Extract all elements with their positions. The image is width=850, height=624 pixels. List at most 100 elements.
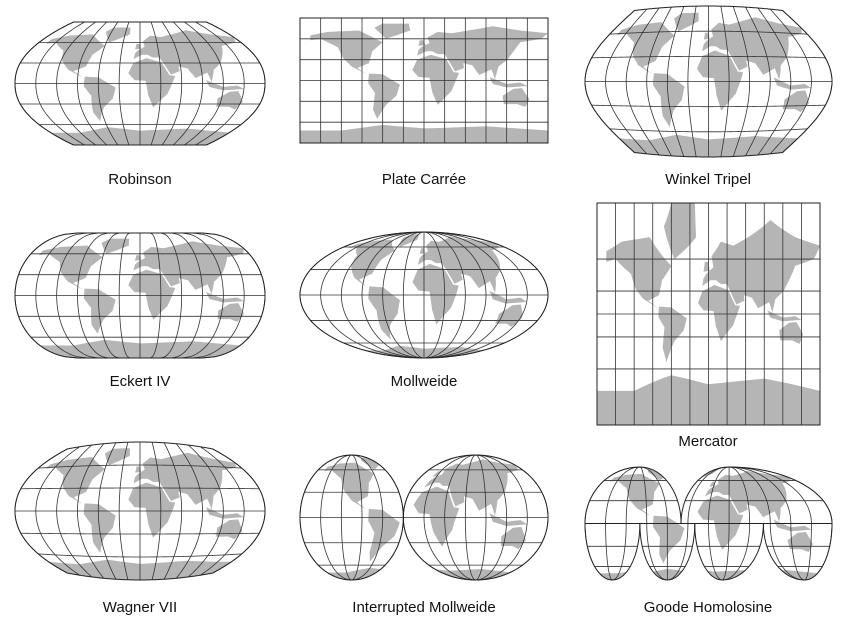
landmass (310, 30, 383, 75)
map-outline (639, 523, 696, 581)
landmass (787, 532, 813, 553)
panel-label: Winkel Tripel (665, 171, 751, 188)
panel-label: Mercator (678, 433, 737, 450)
map-panel (584, 466, 833, 581)
landmass (606, 237, 672, 308)
landmass (205, 80, 244, 91)
landmass (674, 482, 685, 487)
landmass (697, 523, 744, 550)
map-outline (402, 454, 549, 581)
landmass (205, 292, 244, 303)
landmass (101, 238, 130, 254)
landmass (773, 77, 811, 90)
map-panel (584, 5, 833, 158)
lobe (45, 448, 244, 580)
landmass (133, 452, 236, 510)
meridian (729, 466, 751, 524)
landmass (38, 245, 103, 290)
landmass (705, 470, 792, 522)
map-outline (14, 232, 266, 359)
panel-label: Mollweide (391, 373, 458, 390)
meridian (722, 523, 730, 581)
meridian (729, 466, 812, 524)
parallel (38, 553, 242, 558)
landmass (652, 523, 685, 564)
panel-label: Goode Homolosine (644, 599, 772, 616)
meridian (687, 466, 730, 524)
lobe (347, 234, 527, 358)
meridian (639, 466, 648, 524)
landmass (658, 306, 687, 363)
panel-label: Wagner VII (103, 599, 177, 616)
landmass (609, 473, 660, 517)
landmass (217, 303, 244, 322)
map-panel (596, 202, 821, 426)
lobe (38, 238, 244, 358)
meridian (729, 466, 771, 524)
meridian (804, 523, 812, 581)
landmass (702, 220, 820, 313)
parallel (38, 464, 242, 469)
landmass (347, 239, 395, 288)
meridian (769, 523, 805, 581)
panel-label: Plate Carrée (382, 171, 466, 188)
panel-label: Interrupted Mollweide (352, 599, 495, 616)
panel-label: Robinson (108, 171, 171, 188)
landmass (502, 88, 530, 107)
meridian (708, 523, 723, 581)
meridian (722, 523, 751, 581)
meridian (729, 466, 792, 524)
landmass (663, 203, 697, 260)
meridian (605, 523, 613, 581)
meridian (612, 523, 627, 581)
map-panel (14, 21, 266, 146)
landmass (133, 241, 244, 295)
landmass (664, 469, 680, 480)
meridian (605, 466, 640, 524)
meridian (790, 523, 805, 581)
landmass (489, 290, 527, 304)
landmass (399, 234, 420, 247)
meridian (639, 466, 668, 524)
landmass (767, 310, 802, 322)
landmass (500, 526, 526, 550)
landmass (683, 482, 692, 487)
parallel (20, 532, 260, 535)
meridian (667, 523, 689, 581)
landmass (432, 471, 441, 477)
landmass (45, 34, 105, 78)
meridian (708, 466, 730, 524)
panel-label: Eckert IV (110, 373, 171, 390)
map-outline (584, 523, 641, 581)
map-panel (14, 232, 266, 359)
parallel (20, 487, 260, 490)
landmass (773, 523, 812, 532)
parallel (609, 128, 808, 133)
landmass (368, 508, 400, 562)
map-outline (299, 454, 404, 581)
landmass (215, 519, 243, 540)
map-outline (299, 17, 549, 144)
landmass (413, 486, 460, 547)
meridian (646, 523, 668, 581)
meridian (625, 466, 640, 524)
landmass (374, 23, 411, 39)
landmass (424, 459, 518, 516)
map-outline (596, 202, 821, 426)
map-outline (299, 231, 549, 359)
landmass (216, 91, 243, 110)
map-panel (299, 17, 549, 144)
map-panel (299, 454, 549, 581)
map-outline (14, 441, 266, 581)
landmass (779, 322, 804, 344)
landmass (489, 513, 527, 527)
parallel (591, 55, 826, 59)
landmass (616, 22, 675, 75)
landmass (495, 304, 523, 327)
landmass (205, 507, 244, 519)
landmass (368, 73, 400, 119)
parallel (609, 30, 808, 35)
landmass (489, 77, 528, 88)
